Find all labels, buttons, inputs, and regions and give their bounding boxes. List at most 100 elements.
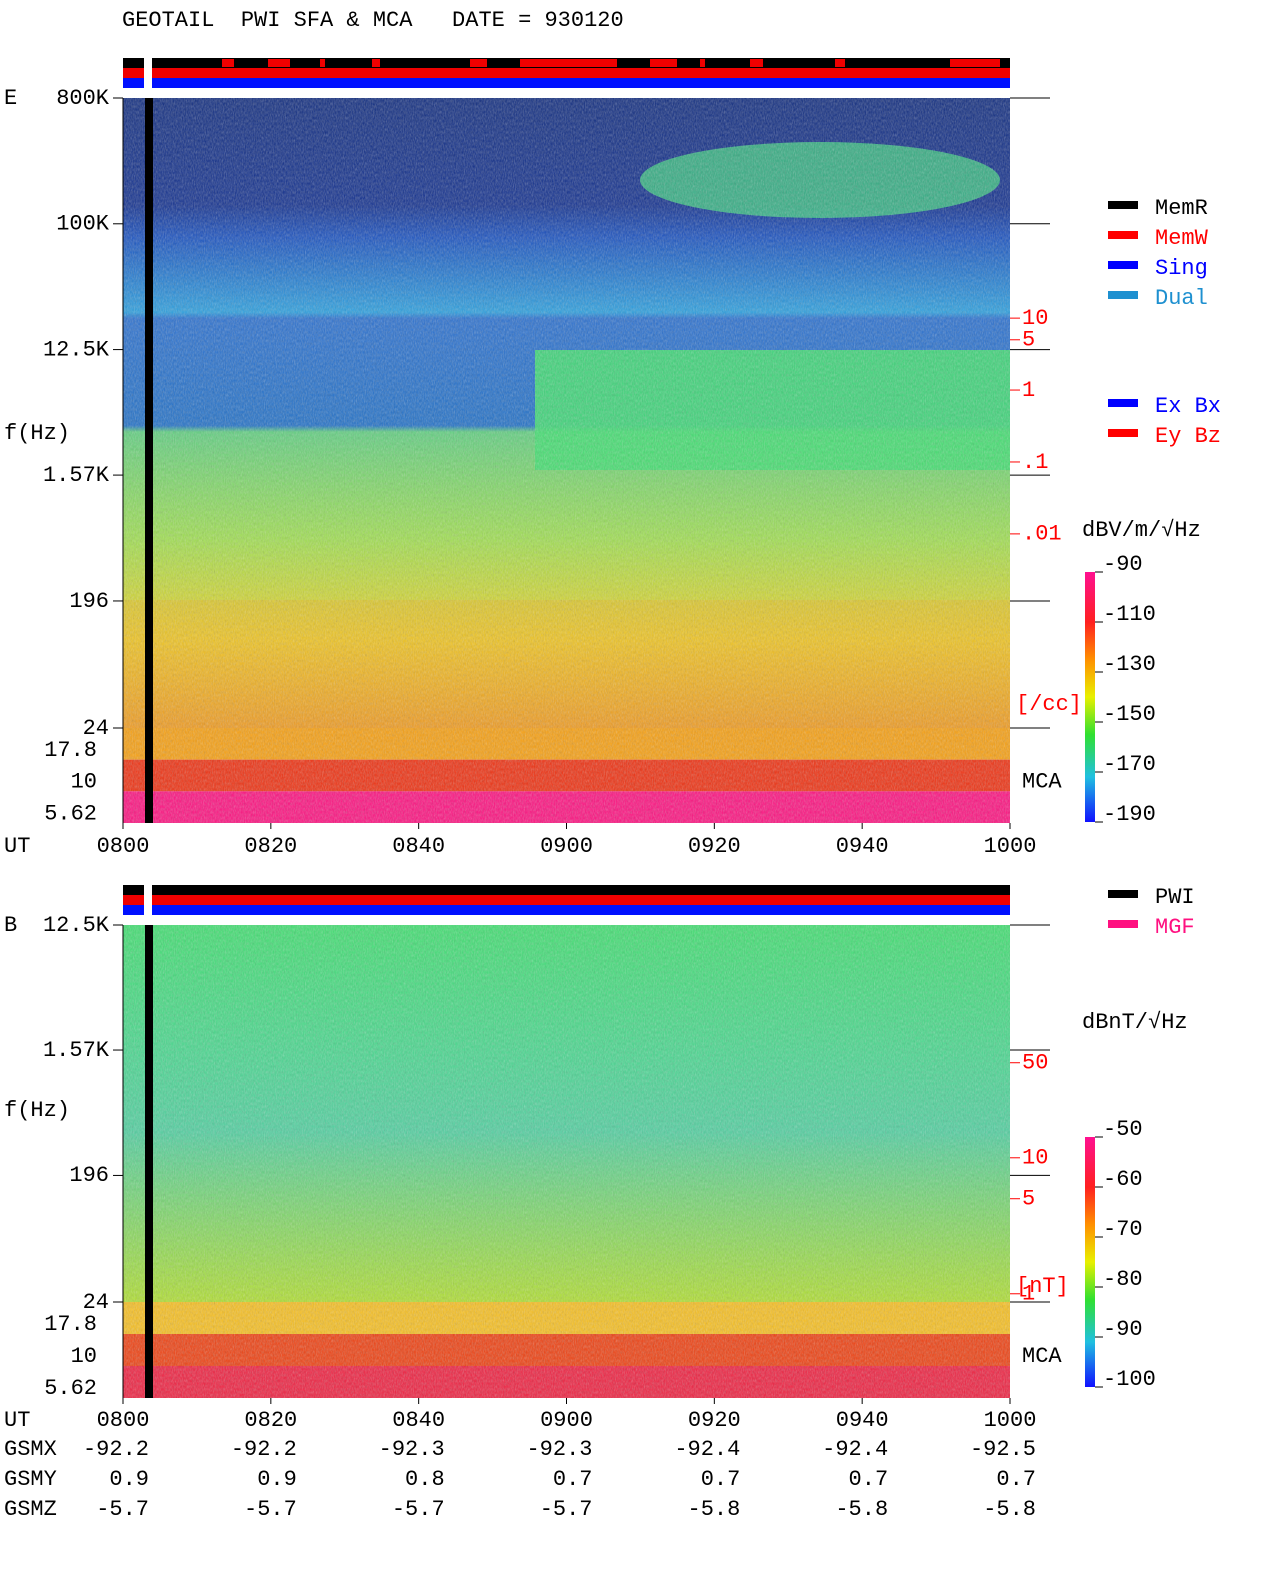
colorbar-tick-label: -100 — [1103, 1367, 1156, 1392]
y-tick-label: 24 — [83, 1290, 109, 1315]
orbit-value: -5.8 — [983, 1497, 1036, 1522]
orbit-value: 0.7 — [996, 1467, 1036, 1492]
legend-label: Ey Bz — [1155, 424, 1221, 449]
mca-tick-label: 10 — [71, 770, 97, 795]
orbit-value: -5.7 — [392, 1497, 445, 1522]
y-tick-label: 12.5K — [43, 337, 110, 362]
status-bar — [123, 895, 1010, 905]
colorbar-tick-label: -110 — [1103, 602, 1156, 627]
status-block — [950, 59, 1000, 67]
colorbar-tick-label: -80 — [1103, 1267, 1143, 1292]
status-block — [520, 59, 617, 67]
status-block — [320, 59, 325, 67]
legend-swatch — [1108, 261, 1138, 269]
x-tick-label: 0820 — [244, 1408, 297, 1433]
colorbar-tick-label: -50 — [1103, 1117, 1143, 1142]
orbit-value: -5.7 — [244, 1497, 297, 1522]
x-tick-label: 0840 — [392, 834, 445, 859]
legend-swatch — [1108, 201, 1138, 209]
y-tick-label: 1.57K — [43, 1038, 110, 1063]
colorbar-unit: dBV/m/√Hz — [1082, 518, 1201, 543]
status-block — [372, 59, 380, 67]
orbit-value: -5.8 — [835, 1497, 888, 1522]
data-gap — [145, 925, 153, 1398]
orbit-label: GSMY — [4, 1467, 57, 1492]
status-block — [650, 59, 677, 67]
legend-swatch — [1108, 920, 1138, 928]
noise — [123, 925, 1010, 1398]
orbit-value: -92.4 — [822, 1437, 888, 1462]
orbit-value: -92.2 — [231, 1437, 297, 1462]
status-bar — [123, 885, 1010, 895]
status-marker — [144, 58, 152, 88]
right-axis-unit: [/cc] — [1016, 692, 1082, 717]
y-tick-label: 1.57K — [43, 463, 110, 488]
legend-label: PWI — [1155, 885, 1195, 910]
orbit-value: -5.7 — [96, 1497, 149, 1522]
legend-swatch — [1108, 890, 1138, 898]
orbit-value: -5.7 — [540, 1497, 593, 1522]
right-axis-unit: [nT] — [1016, 1274, 1069, 1299]
x-tick-label: 0920 — [688, 834, 741, 859]
colorbar-tick-label: -130 — [1103, 652, 1156, 677]
mca-label: MCA — [1022, 770, 1062, 795]
legend-label: MemR — [1155, 196, 1208, 221]
legend-swatch — [1108, 399, 1138, 407]
panel-label: B — [4, 913, 17, 938]
legend-label: Sing — [1155, 256, 1208, 281]
x-tick-label: 1000 — [984, 1408, 1037, 1433]
y-tick-label: 196 — [69, 589, 109, 614]
status-bar — [123, 68, 1010, 78]
y-axis-label: f(Hz) — [4, 421, 70, 446]
noise — [123, 98, 1010, 823]
orbit-value: 0.7 — [849, 1467, 889, 1492]
orbit-value: -5.8 — [688, 1497, 741, 1522]
colorbar-unit: dBnT/√Hz — [1082, 1010, 1188, 1035]
status-bar — [123, 905, 1010, 915]
x-tick-label: 0900 — [540, 1408, 593, 1433]
y-tick-label: 12.5K — [43, 913, 110, 938]
mca-tick-label: 17.8 — [44, 738, 97, 763]
colorbar-tick-label: -170 — [1103, 752, 1156, 777]
orbit-value: -92.3 — [526, 1437, 592, 1462]
mca-tick-label: 10 — [71, 1344, 97, 1369]
status-bar — [123, 78, 1010, 88]
legend-swatch — [1108, 429, 1138, 437]
right-tick-label: 10 — [1022, 306, 1048, 331]
colorbar-tick-label: -150 — [1103, 702, 1156, 727]
right-tick-label: .1 — [1022, 450, 1048, 475]
x-tick-label: 0840 — [392, 1408, 445, 1433]
x-tick-label: 0800 — [97, 834, 150, 859]
x-tick-label: 0900 — [540, 834, 593, 859]
status-block — [470, 59, 487, 67]
legend-label: Dual — [1155, 286, 1208, 311]
right-tick-label: 5 — [1022, 328, 1035, 353]
x-tick-label: 0940 — [836, 1408, 889, 1433]
title: GEOTAIL PWI SFA & MCA DATE = 930120 — [122, 8, 624, 33]
x-axis-label: UT — [4, 834, 30, 859]
colorbar-tick-label: -190 — [1103, 802, 1156, 827]
colorbar-tick-label: -90 — [1103, 1317, 1143, 1342]
orbit-value: 0.9 — [257, 1467, 297, 1492]
right-tick-label: 5 — [1022, 1187, 1035, 1212]
x-tick-label: 1000 — [984, 834, 1037, 859]
legend-label: Ex Bx — [1155, 394, 1221, 419]
colorbar-tick-label: -90 — [1103, 552, 1143, 577]
status-block — [835, 59, 845, 67]
orbit-value: 0.7 — [701, 1467, 741, 1492]
orbit-value: -92.5 — [970, 1437, 1036, 1462]
orbit-value: 0.9 — [109, 1467, 149, 1492]
mca-tick-label: 5.62 — [44, 1376, 97, 1401]
x-axis-label: UT — [4, 1408, 30, 1433]
mca-label: MCA — [1022, 1344, 1062, 1369]
colorbar-tick-label: -60 — [1103, 1167, 1143, 1192]
status-marker — [144, 885, 152, 915]
legend-swatch — [1108, 291, 1138, 299]
x-tick-label: 0940 — [836, 834, 889, 859]
mca-tick-label: 17.8 — [44, 1312, 97, 1337]
legend-label: MemW — [1155, 226, 1209, 251]
status-block — [222, 59, 234, 67]
colorbar — [1085, 1137, 1095, 1387]
right-tick-label: 50 — [1022, 1051, 1048, 1076]
orbit-label: GSMZ — [4, 1497, 57, 1522]
